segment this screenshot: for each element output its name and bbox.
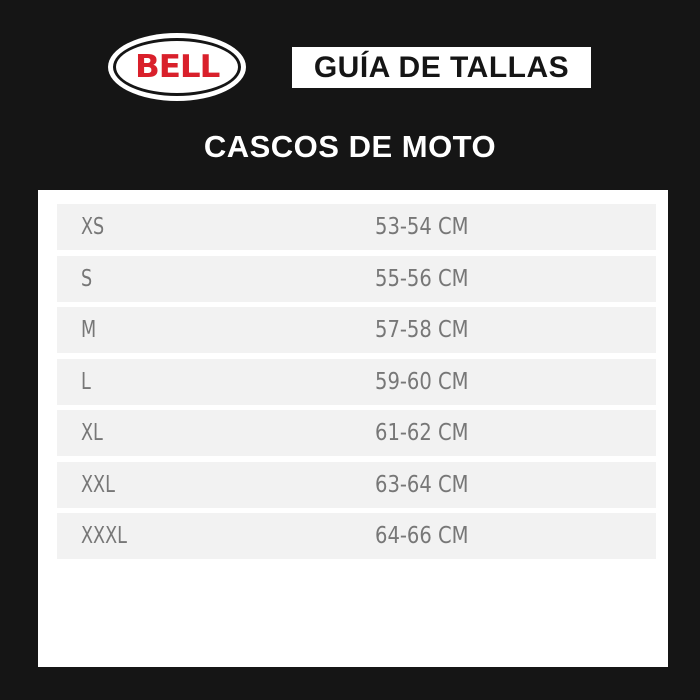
table-row: XXL 63-64 CM [57, 461, 656, 508]
table-row: XS 53-54 CM [57, 204, 656, 250]
logo-text: BELL [134, 49, 220, 85]
table-row: L 59-60 CM [57, 358, 656, 405]
table-row: XL 61-62 CM [57, 410, 656, 456]
size-label: XS [81, 214, 105, 240]
size-range: 57-58 CM [375, 317, 469, 343]
size-label: L [81, 368, 91, 395]
size-label: XXL [81, 471, 115, 498]
size-label: S [81, 265, 93, 292]
logo-ring: BELL [113, 38, 241, 96]
title-banner: GUÍA DE TALLAS [292, 47, 591, 88]
bell-logo: BELL [108, 33, 246, 101]
size-range: 55-56 CM [375, 265, 469, 292]
table-row: S 55-56 CM [57, 255, 656, 302]
size-range: 63-64 CM [375, 471, 469, 498]
table-row: XXXL 64-66 CM [57, 513, 656, 559]
size-label: XL [81, 420, 103, 446]
page-subtitle: CASCOS DE MOTO [203, 129, 497, 164]
size-label: M [81, 317, 97, 343]
size-range: 59-60 CM [375, 368, 469, 395]
table-row: M 57-58 CM [57, 307, 656, 353]
size-range: 61-62 CM [375, 420, 469, 446]
size-label: XXXL [81, 523, 127, 549]
size-range: 64-66 CM [375, 523, 469, 549]
size-table: XS 53-54 CM S 55-56 CM M 57-58 CM L 59-60 CM XL 6… [38, 190, 668, 667]
page-title: GUÍA DE TALLAS [313, 50, 570, 84]
size-range: 53-54 CM [375, 214, 469, 240]
